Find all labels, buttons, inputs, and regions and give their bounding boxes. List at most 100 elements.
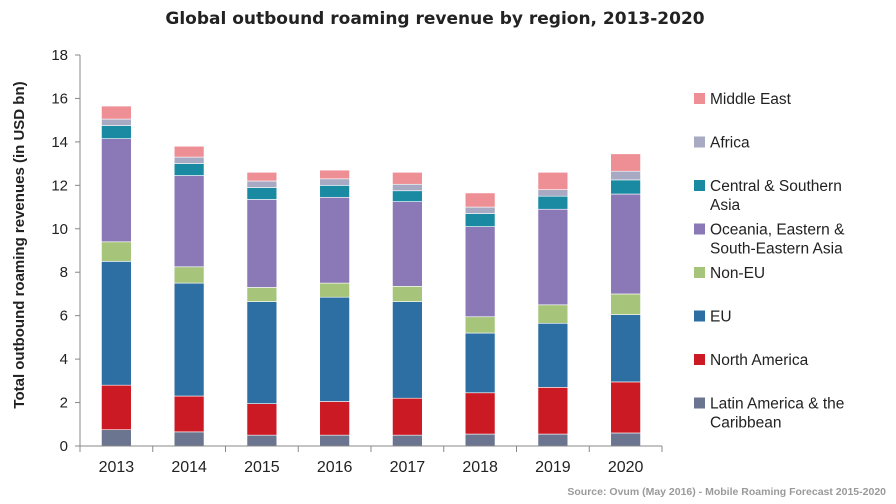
bar-segment-2018-s0: [464, 433, 496, 447]
y-tick-label: 16: [51, 90, 68, 107]
x-tick-label-2016: 2016: [317, 459, 353, 476]
legend-swatch: [694, 136, 705, 148]
bar-segment-2017-s2: [392, 301, 423, 399]
bar-segment-2019-s7: [537, 172, 569, 190]
bar-segment-2020-s0: [610, 432, 641, 447]
x-tick-label-2019: 2019: [535, 459, 571, 476]
bar-segment-2016-s4: [319, 196, 350, 284]
legend-swatch: [694, 267, 705, 278]
bar-segment-2015-s3: [246, 287, 278, 302]
legend: Middle East Africa Central & Southern Asia O…: [694, 91, 845, 432]
bar-segment-2017-s6: [392, 183, 423, 192]
bar-segment-2014-s3: [173, 266, 205, 284]
bar-segment-2020-s4: [610, 193, 641, 295]
bar-segment-2016-s0: [319, 434, 350, 447]
legend-swatch: [694, 310, 705, 322]
bar-segment-2019-s4: [537, 208, 569, 306]
bar-segment-2015-s0: [246, 434, 278, 447]
bar-segment-2019-s0: [537, 433, 569, 447]
x-tick-label-2015: 2015: [244, 459, 280, 476]
bar-segment-2017-s5: [392, 190, 423, 202]
bar-segment-2014-s2: [173, 282, 205, 397]
y-tick-label: 12: [51, 177, 68, 194]
bar-segment-2015-s5: [246, 187, 278, 200]
legend-label: South-Eastern Asia: [710, 241, 843, 258]
legend-swatch: [694, 397, 705, 409]
bar-segment-2016-s7: [319, 169, 350, 180]
bar-segment-2020-s7: [610, 153, 641, 172]
bar-segment-2019-s5: [537, 195, 569, 210]
x-tick-label-2014: 2014: [171, 459, 207, 476]
y-tick-label: 0: [60, 438, 68, 455]
axes-group: 0 2 4 6 8 10 12 14 16 18 2013 2014 2015 2016 2017 2018 2…: [51, 47, 663, 476]
legend-label: Asia: [710, 197, 741, 214]
bar-segment-2013-s5: [101, 125, 132, 139]
bar-segment-2014-s4: [173, 175, 205, 268]
bar-segment-2018-s7: [464, 192, 496, 208]
bar-segment-2017-s7: [392, 172, 423, 185]
legend-swatch: [694, 180, 705, 191]
bar-segment-2013-s1: [101, 384, 132, 431]
bar-segment-2013-s3: [101, 241, 132, 262]
bar-segment-2020-s1: [610, 381, 641, 434]
legend-label: Caribbean: [710, 415, 782, 432]
y-axis-label: Total outbound roaming revenues (in USD …: [11, 81, 28, 408]
bar-segment-2017-s0: [392, 434, 423, 447]
bar-segment-2018-s4: [464, 226, 496, 318]
legend-label: Africa: [710, 135, 750, 152]
y-tick-label: 10: [51, 221, 68, 238]
bar-segment-2014-s0: [173, 431, 205, 447]
x-tick-label-2020: 2020: [608, 459, 644, 476]
y-tick-label: 18: [51, 47, 68, 64]
bar-segment-2016-s5: [319, 185, 350, 198]
bar-segment-2013-s7: [101, 105, 132, 120]
legend-label: Oceania, Eastern &: [710, 222, 845, 239]
bar-segment-2020-s2: [610, 314, 641, 383]
bar-segment-2015-s7: [246, 172, 278, 182]
y-tick-label: 4: [60, 351, 68, 368]
bar-segment-2016-s2: [319, 296, 350, 402]
legend-swatch: [694, 223, 705, 235]
bar-segment-2018-s6: [464, 206, 496, 214]
bar-segment-2016-s6: [319, 178, 350, 186]
bar-segment-2014-s1: [173, 395, 205, 433]
bar-segment-2017-s1: [392, 397, 423, 436]
chart-title: Global outbound roaming revenue by regio…: [165, 9, 704, 29]
bar-segment-2014-s6: [173, 156, 205, 164]
bar-segment-2013-s0: [101, 429, 132, 447]
bar-segment-2017-s4: [392, 201, 423, 287]
bar-segment-2015-s2: [246, 301, 278, 404]
bar-segment-2016-s1: [319, 401, 350, 436]
bar-segment-2017-s3: [392, 286, 423, 302]
bar-segment-2015-s4: [246, 199, 278, 288]
legend-swatch: [694, 354, 705, 365]
bar-segment-2019-s6: [537, 189, 569, 197]
bar-segment-2015-s1: [246, 403, 278, 436]
legend-label: Latin America & the: [710, 396, 844, 413]
bar-segment-2018-s2: [464, 332, 496, 394]
bar-segment-2014-s5: [173, 163, 205, 176]
y-tick-label: 6: [60, 308, 68, 325]
bar-segment-2016-s3: [319, 282, 350, 298]
y-tick-label: 8: [60, 264, 68, 281]
bar-segment-2019-s1: [537, 387, 569, 435]
bar-segment-2020-s6: [610, 170, 641, 181]
bar-segment-2013-s6: [101, 118, 132, 126]
bar-segment-2015-s6: [246, 180, 278, 188]
bar-segment-2018-s5: [464, 213, 496, 227]
x-tick-label-2017: 2017: [390, 459, 426, 476]
y-tick-label: 14: [51, 134, 68, 151]
legend-label: North America: [710, 352, 809, 369]
bar-segment-2018-s1: [464, 392, 496, 435]
bar-segment-2020-s3: [610, 293, 641, 315]
legend-label: Central & Southern: [710, 178, 842, 195]
bar-segment-2020-s5: [610, 179, 641, 195]
legend-label: Non-EU: [710, 265, 765, 282]
legend-label: Middle East: [710, 91, 792, 108]
legend-label: EU: [710, 309, 732, 326]
bar-segment-2018-s3: [464, 316, 496, 334]
bar-segment-2014-s7: [173, 145, 205, 158]
bar-segment-2019-s2: [537, 322, 569, 388]
x-tick-label-2018: 2018: [462, 459, 498, 476]
